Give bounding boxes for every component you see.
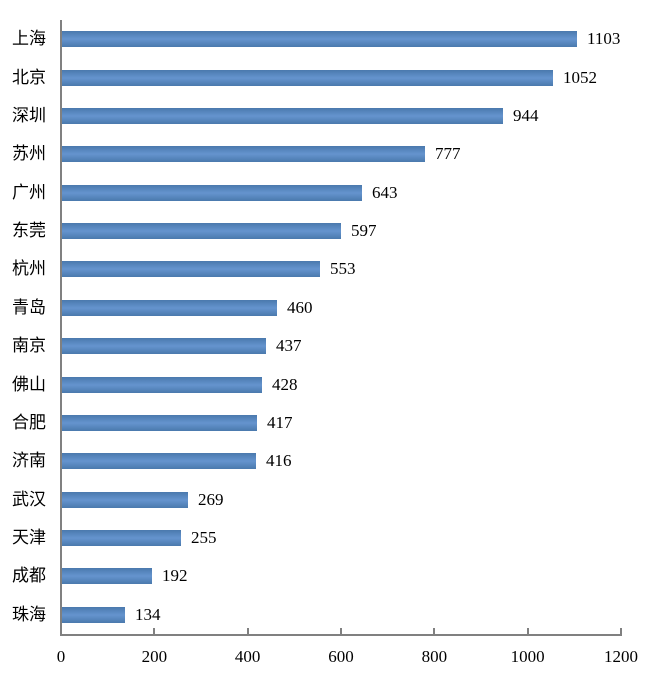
bar-南京 [62,338,266,355]
y-axis-label-济南: 济南 [12,451,46,471]
data-label-杭州: 553 [330,259,356,279]
y-axis-label-上海: 上海 [12,29,46,49]
x-axis-tick-label-1200: 1200 [604,647,638,666]
data-label-天津: 255 [191,528,217,548]
y-axis-label-合肥: 合肥 [12,412,46,432]
y-axis-label-佛山: 佛山 [12,374,46,394]
data-label-武汉: 269 [198,489,224,509]
y-axis-label-深圳: 深圳 [12,105,46,125]
y-axis-label-广州: 广州 [12,182,46,202]
y-axis-label-天津: 天津 [12,528,46,548]
x-axis-tick-label-800: 800 [421,647,448,666]
x-axis-tick-400 [246,628,249,634]
x-axis-line [60,634,622,636]
bar-杭州 [62,261,320,278]
y-axis-label-青岛: 青岛 [12,297,46,317]
data-label-苏州: 777 [435,144,461,164]
bar-天津 [62,530,181,547]
y-axis-label-北京: 北京 [12,67,46,87]
x-axis-tick-800 [433,628,436,634]
data-label-济南: 416 [266,451,292,471]
y-axis-label-苏州: 苏州 [12,144,46,164]
x-axis-tick-label-1000: 1000 [510,647,545,666]
y-axis-label-杭州: 杭州 [12,259,46,279]
x-axis-tick-1000 [526,628,529,634]
y-axis-label-南京: 南京 [12,336,46,356]
y-axis-label-成都: 成都 [12,566,46,586]
bar-济南 [62,453,256,470]
data-label-广州: 643 [372,182,398,202]
bar-成都 [62,568,152,585]
y-axis-line [60,20,62,636]
bar-深圳 [62,107,503,124]
bar-苏州 [62,146,425,163]
x-axis-tick-label-400: 400 [234,647,261,666]
x-axis-tick-label-600: 600 [328,647,354,666]
x-axis-tick-1200 [620,628,622,634]
x-axis-tick-600 [340,628,342,634]
data-label-佛山: 428 [272,374,298,394]
bar-上海 [62,31,577,48]
y-axis-label-武汉: 武汉 [12,489,46,509]
bar-北京 [62,69,553,86]
data-label-东莞: 597 [351,221,377,241]
data-label-成都: 192 [162,566,188,586]
bar-佛山 [62,376,262,393]
bar-珠海 [62,606,125,623]
bar-合肥 [62,414,257,431]
data-label-青岛: 460 [287,297,313,317]
data-label-珠海: 134 [135,604,161,624]
bar-青岛 [62,299,277,316]
y-axis-label-珠海: 珠海 [12,604,46,624]
bar-广州 [62,184,362,201]
bar-东莞 [62,223,341,240]
data-label-深圳: 944 [513,105,539,125]
data-label-合肥: 417 [267,412,293,432]
bar-武汉 [62,491,188,508]
data-label-上海: 1103 [587,29,621,49]
x-axis-tick-200 [153,628,156,634]
x-axis-tick-label-200: 200 [141,647,168,666]
data-label-南京: 437 [276,336,302,356]
y-axis-label-东莞: 东莞 [12,221,46,241]
data-label-北京: 1052 [563,67,597,87]
x-axis-tick-label-0: 0 [56,647,66,666]
